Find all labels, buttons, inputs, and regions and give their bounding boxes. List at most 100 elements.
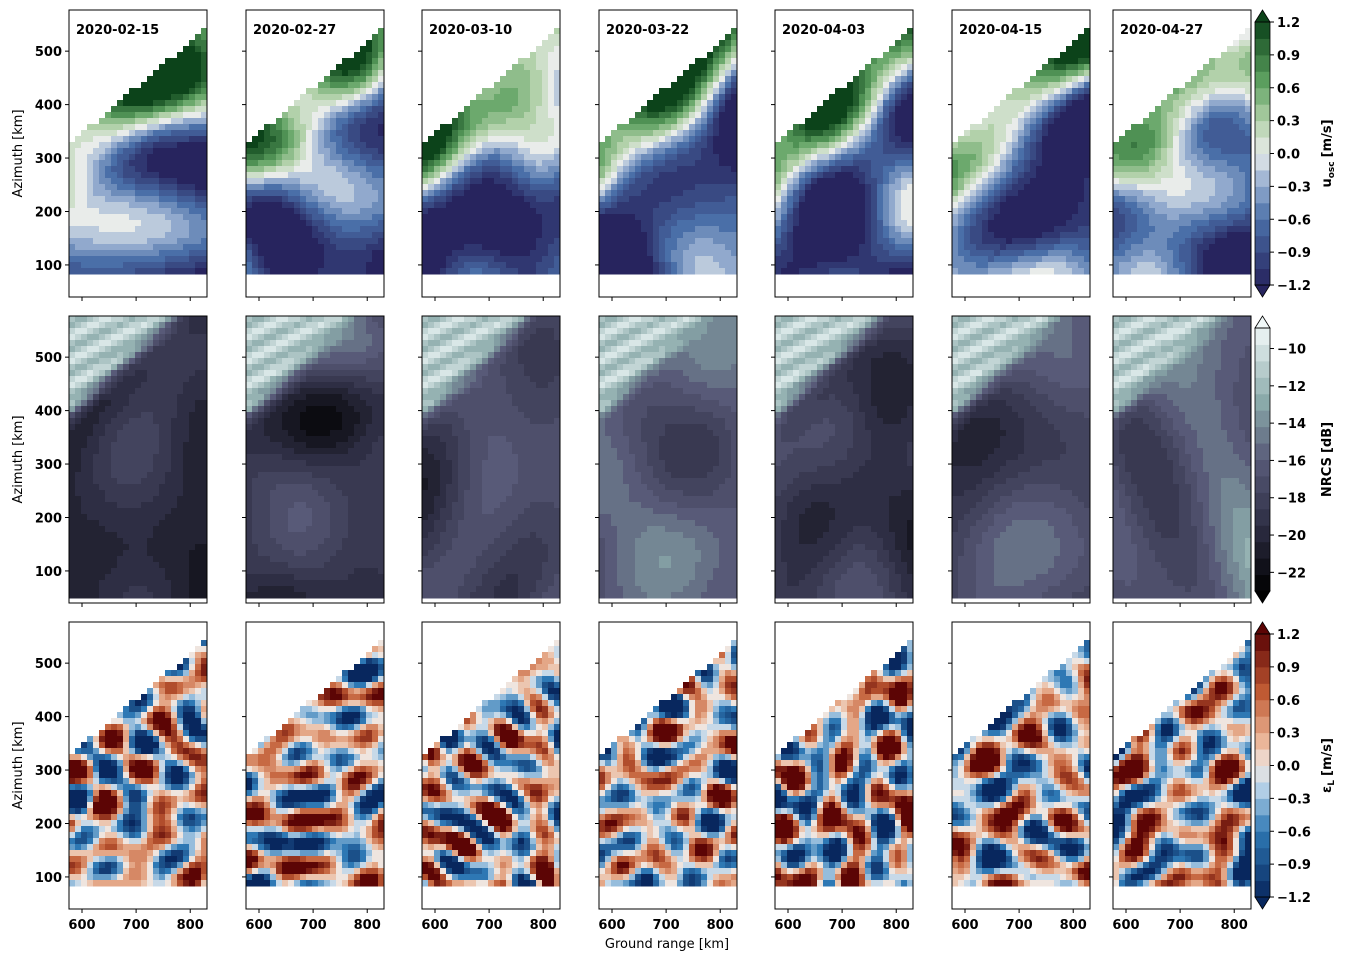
field-cell: [901, 142, 908, 149]
field-cell: [360, 76, 367, 83]
field-cell: [246, 172, 253, 179]
field-cell: [859, 82, 866, 89]
field-cell: [189, 106, 196, 113]
field-cell: [366, 64, 373, 71]
field-cell: [330, 190, 337, 197]
field-cell: [105, 256, 112, 263]
field-cell: [1006, 232, 1013, 239]
field-cell: [1203, 88, 1210, 95]
field-cell: [1078, 130, 1085, 137]
field-cell: [847, 148, 854, 155]
field-cell: [1155, 214, 1162, 221]
field-cell: [141, 136, 148, 143]
field-cell: [1155, 142, 1162, 149]
field-cell: [189, 76, 196, 83]
field-cell: [901, 238, 908, 245]
field-cell: [111, 226, 118, 233]
field-cell: [799, 154, 806, 161]
field-cell: [671, 262, 678, 269]
field-cell: [1060, 64, 1067, 71]
field-cell: [360, 214, 367, 221]
field-cell: [1185, 196, 1192, 203]
field-cell: [982, 130, 989, 137]
field-cell: [518, 196, 525, 203]
field-cell: [823, 196, 830, 203]
field-cell: [336, 214, 343, 221]
field-cell: [1131, 214, 1138, 221]
field-cell: [372, 244, 379, 251]
field-cell: [1054, 70, 1061, 77]
field-cell: [641, 214, 648, 221]
field-cell: [847, 130, 854, 137]
field-cell: [853, 268, 860, 275]
field-cell: [970, 124, 977, 131]
field-cell: [695, 142, 702, 149]
field-cell: [1185, 166, 1192, 173]
field-cell: [719, 88, 726, 95]
field-cell: [366, 172, 373, 179]
field-cell: [707, 184, 714, 191]
field-cell: [288, 154, 295, 161]
field-cell: [853, 100, 860, 107]
field-cell: [599, 160, 606, 167]
field-cell: [135, 178, 142, 185]
field-cell: [1078, 94, 1085, 101]
field-cell: [671, 202, 678, 209]
field-cell: [1036, 166, 1043, 173]
field-cell: [817, 160, 824, 167]
field-cell: [1221, 130, 1228, 137]
field-cell: [440, 184, 447, 191]
field-cell: [895, 142, 902, 149]
field-cell: [659, 178, 666, 185]
field-cell: [452, 130, 459, 137]
field-cell: [1048, 220, 1055, 227]
field-cell: [1078, 34, 1085, 41]
field-cell: [1125, 256, 1132, 263]
field-cell: [1209, 166, 1216, 173]
field-cell: [883, 70, 890, 77]
field-cell: [252, 142, 259, 149]
field-cell: [1018, 238, 1025, 245]
field-cell: [1125, 268, 1132, 275]
field-cell: [294, 220, 301, 227]
field-cell: [336, 196, 343, 203]
field-cell: [75, 172, 82, 179]
field-cell: [1215, 226, 1222, 233]
field-cell: [536, 154, 543, 161]
field-cell: [500, 214, 507, 221]
field-cell: [1161, 178, 1168, 185]
field-cell: [713, 166, 720, 173]
field-cell: [1209, 232, 1216, 239]
field-cell: [811, 202, 818, 209]
field-cell: [482, 94, 489, 101]
field-cell: [811, 142, 818, 149]
field-cell: [147, 190, 154, 197]
field-cell: [548, 58, 555, 65]
field-cell: [494, 190, 501, 197]
field-cell: [524, 178, 531, 185]
field-cell: [324, 172, 331, 179]
field-cell: [659, 202, 666, 209]
field-cell: [512, 178, 519, 185]
field-cell: [530, 226, 537, 233]
field-cell: [87, 136, 94, 143]
field-cell: [542, 46, 549, 53]
field-cell: [494, 220, 501, 227]
field-cell: [548, 130, 555, 137]
field-cell: [446, 190, 453, 197]
field-cell: [1012, 220, 1019, 227]
field-cell: [1030, 256, 1037, 263]
field-cell: [877, 184, 884, 191]
field-cell: [994, 142, 1001, 149]
field-cell: [153, 154, 160, 161]
field-cell: [530, 64, 537, 71]
field-cell: [871, 262, 878, 269]
field-cell: [288, 148, 295, 155]
field-cell: [1173, 202, 1180, 209]
field-cell: [324, 112, 331, 119]
field-cell: [1209, 256, 1216, 263]
field-cell: [542, 232, 549, 239]
field-cell: [105, 250, 112, 257]
field-cell: [458, 166, 465, 173]
field-cell: [294, 226, 301, 233]
